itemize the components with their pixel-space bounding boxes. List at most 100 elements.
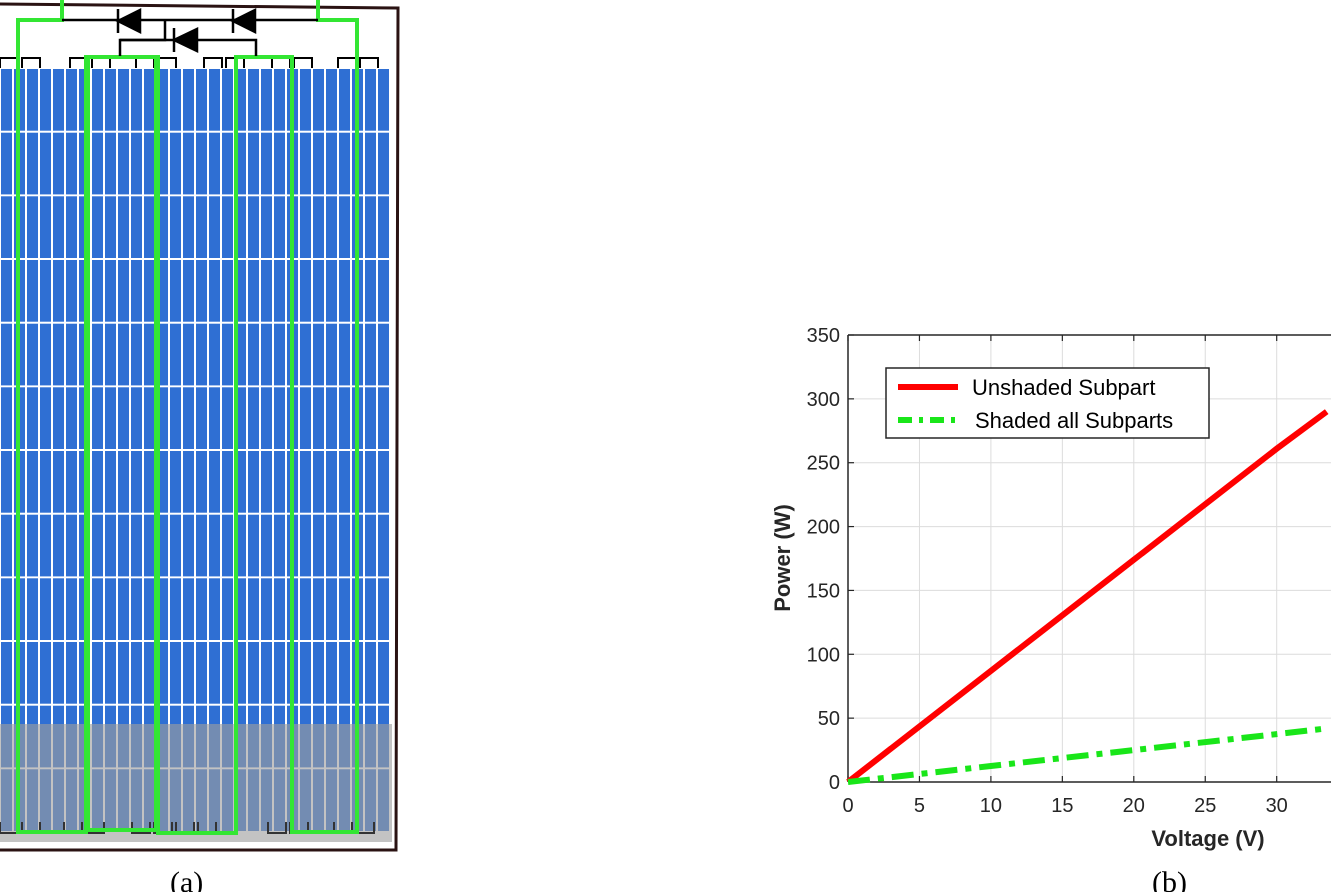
solar-cell bbox=[235, 196, 246, 258]
solar-cell bbox=[261, 514, 272, 577]
solar-cell bbox=[209, 387, 220, 449]
solar-cell bbox=[183, 514, 194, 577]
solar-cell bbox=[300, 514, 311, 577]
cell-tab-top bbox=[91, 57, 111, 68]
solar-cell bbox=[274, 132, 285, 195]
solar-cell bbox=[261, 642, 272, 704]
solar-cell bbox=[235, 387, 246, 449]
bypass-diode-3-icon bbox=[171, 27, 199, 53]
y-tick-label: 300 bbox=[807, 389, 840, 411]
solar-cell bbox=[118, 196, 129, 258]
solar-cell bbox=[209, 196, 220, 258]
solar-cell bbox=[53, 323, 64, 386]
cell-tab-top bbox=[203, 57, 223, 68]
solar-cell bbox=[66, 260, 77, 322]
cell-tab-top bbox=[157, 57, 177, 68]
solar-cell bbox=[144, 260, 155, 322]
solar-cell bbox=[183, 196, 194, 258]
solar-cell bbox=[105, 578, 116, 640]
solar-cell bbox=[222, 132, 233, 195]
solar-cell bbox=[235, 642, 246, 704]
solar-cell bbox=[196, 196, 207, 258]
solar-cell bbox=[378, 451, 389, 513]
solar-cell bbox=[313, 196, 324, 258]
solar-cell bbox=[144, 642, 155, 704]
caption-b: (b) bbox=[1152, 866, 1187, 892]
solar-cell bbox=[261, 451, 272, 513]
solar-cell bbox=[53, 69, 64, 131]
x-tick-label: 0 bbox=[842, 795, 853, 817]
solar-cell bbox=[66, 514, 77, 577]
solar-cell bbox=[40, 132, 51, 195]
solar-cell bbox=[274, 451, 285, 513]
solar-cell bbox=[53, 260, 64, 322]
solar-cell bbox=[365, 578, 376, 640]
solar-cell bbox=[235, 451, 246, 513]
solar-cell bbox=[27, 196, 38, 258]
solar-cell bbox=[27, 323, 38, 386]
y-tick-label: 350 bbox=[807, 325, 840, 347]
solar-cell bbox=[105, 514, 116, 577]
solar-cell bbox=[209, 260, 220, 322]
solar-cell bbox=[378, 323, 389, 386]
solar-cell bbox=[248, 642, 259, 704]
solar-cell bbox=[105, 451, 116, 513]
solar-cell bbox=[274, 387, 285, 449]
string-path-left bbox=[16, 0, 359, 835]
solar-cell bbox=[118, 387, 129, 449]
solar-cell bbox=[248, 260, 259, 322]
diode-3-lead-right bbox=[197, 38, 258, 56]
solar-cell bbox=[66, 196, 77, 258]
solar-cell bbox=[326, 132, 337, 195]
solar-cell bbox=[235, 260, 246, 322]
solar-cell bbox=[144, 387, 155, 449]
solar-cell bbox=[339, 196, 350, 258]
solar-cell bbox=[157, 260, 168, 322]
solar-cell bbox=[274, 260, 285, 322]
solar-cell bbox=[66, 69, 77, 131]
solar-cell bbox=[274, 578, 285, 640]
solar-cell bbox=[92, 642, 103, 704]
x-tick-label: 15 bbox=[1051, 795, 1073, 817]
solar-cell bbox=[209, 132, 220, 195]
solar-cell bbox=[27, 260, 38, 322]
solar-cell bbox=[170, 323, 181, 386]
solar-cell bbox=[27, 387, 38, 449]
chart-axes bbox=[847, 334, 1331, 783]
solar-cell bbox=[170, 642, 181, 704]
bypass-diode-1-icon bbox=[115, 7, 142, 35]
solar-cell bbox=[378, 260, 389, 322]
y-tick-label: 250 bbox=[807, 453, 840, 475]
cell-tab-top bbox=[359, 57, 379, 68]
solar-cell bbox=[313, 260, 324, 322]
solar-cell bbox=[170, 132, 181, 195]
solar-cell bbox=[222, 260, 233, 322]
string-path-inner bbox=[86, 59, 158, 832]
solar-cell bbox=[365, 642, 376, 704]
bypass-diode-2-icon bbox=[230, 7, 257, 35]
solar-cell bbox=[183, 69, 194, 131]
solar-cell bbox=[144, 578, 155, 640]
solar-cell bbox=[183, 578, 194, 640]
solar-cell bbox=[170, 196, 181, 258]
solar-cell bbox=[339, 132, 350, 195]
cell-tab-bottom bbox=[267, 822, 287, 834]
solar-cell bbox=[105, 642, 116, 704]
solar-cell bbox=[378, 514, 389, 577]
series-line-shaded bbox=[847, 725, 1328, 785]
solar-cell bbox=[157, 642, 168, 704]
solar-cell bbox=[157, 387, 168, 449]
solar-cell bbox=[196, 451, 207, 513]
solar-cell bbox=[326, 578, 337, 640]
solar-cell bbox=[339, 514, 350, 577]
solar-cell bbox=[105, 323, 116, 386]
solar-cell bbox=[157, 578, 168, 640]
solar-cell bbox=[53, 514, 64, 577]
solar-cell bbox=[313, 578, 324, 640]
solar-cell bbox=[144, 323, 155, 386]
solar-cell bbox=[222, 642, 233, 704]
solar-cell bbox=[196, 260, 207, 322]
solar-cell bbox=[1, 578, 12, 640]
solar-cell bbox=[339, 387, 350, 449]
solar-cell bbox=[261, 69, 272, 131]
